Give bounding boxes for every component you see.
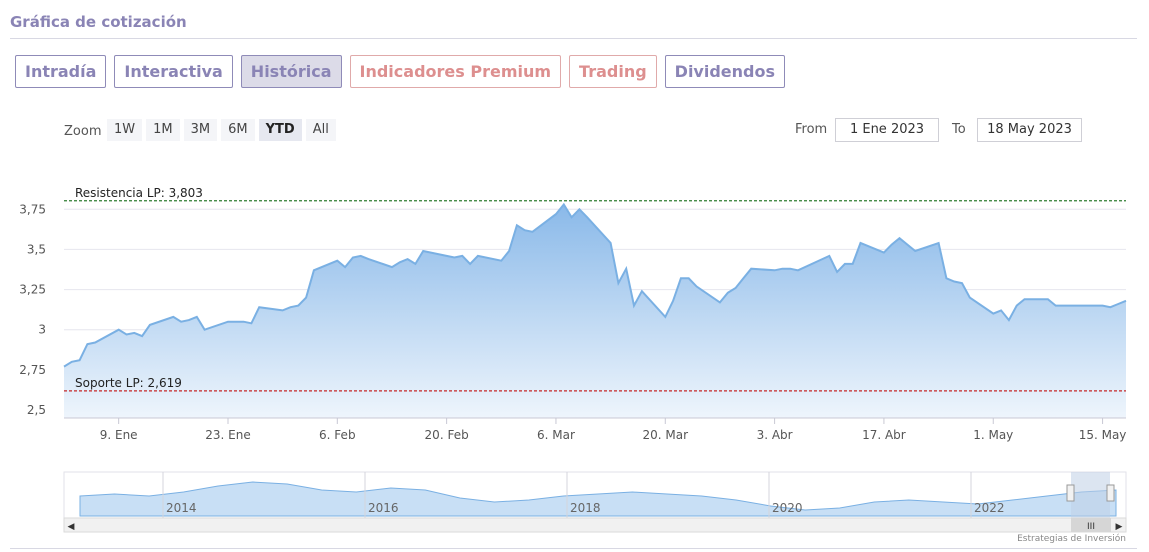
tab-historica[interactable]: Histórica (240, 55, 342, 88)
y-tick-label: 3,5 (27, 242, 46, 256)
y-axis: 2,5 2,75 3 3,25 3,5 3,75 (19, 202, 46, 417)
to-date-input[interactable]: 18 May 2023 (977, 118, 1082, 142)
navigator-area (79, 481, 1117, 517)
x-tick-label: 1. May (973, 428, 1013, 442)
navigator-year-label: 2018 (570, 501, 601, 515)
navigator-right-handle[interactable] (1106, 484, 1115, 502)
price-area (64, 204, 1126, 418)
zoom-all-button[interactable]: All (305, 119, 336, 141)
navigator-year-label: 2022 (974, 501, 1005, 515)
navigator-left-handle[interactable] (1066, 484, 1075, 502)
zoom-ytd-button[interactable]: YTD (258, 119, 302, 141)
y-tick-label: 3 (38, 323, 46, 337)
tab-intradia[interactable]: Intradía (15, 55, 107, 88)
y-tick-label: 2,5 (27, 403, 46, 417)
navigator-year-label: 2020 (772, 501, 803, 515)
price-line (63, 202, 1127, 368)
chart-tabs: Intradía Interactiva Histórica Indicador… (15, 55, 785, 88)
x-axis: 9. Ene 23. Ene 6. Feb 20. Feb 6. Mar 20. Mar 3… (64, 417, 1127, 442)
support-label: Soporte LP: 2,619 (75, 376, 182, 390)
resistance-label: Resistencia LP: 3,803 (75, 186, 203, 200)
scrollbar-grip-icon: III (1087, 522, 1095, 532)
tab-indicadores-premium[interactable]: Indicadores Premium (349, 55, 562, 88)
scrollbar-thumb[interactable] (1071, 518, 1111, 532)
tab-dividendos[interactable]: Dividendos (664, 55, 785, 88)
chart-credit: Estrategias de Inversión (1017, 534, 1126, 544)
zoom-1m-button[interactable]: 1M (146, 119, 180, 141)
navigator-selection[interactable] (1071, 472, 1110, 518)
from-date-input[interactable]: 1 Ene 2023 (835, 118, 939, 142)
x-tick-label: 15. May (1079, 428, 1127, 442)
chart-annotations: Resistencia LP: 3,803 Soporte LP: 2,619 (64, 186, 1126, 392)
navigator-years: 2014 2016 2018 2020 2022 (162, 472, 1005, 518)
x-tick-label: 6. Feb (319, 428, 356, 442)
navigator[interactable]: 2014 2016 2018 2020 2022 III ◀ ▶ (0, 468, 1149, 534)
x-tick-label: 20. Feb (425, 428, 469, 442)
bottom-divider (10, 548, 1137, 549)
chart-section-title: Gráfica de cotización (10, 13, 187, 31)
navigator-year-label: 2014 (166, 501, 197, 515)
x-tick-label: 3. Abr (757, 428, 793, 442)
y-tick-label: 2,75 (19, 363, 46, 377)
x-tick-label: 20. Mar (643, 428, 689, 442)
scroll-left-icon[interactable]: ◀ (68, 522, 75, 532)
title-divider (10, 38, 1137, 39)
scroll-right-icon[interactable]: ▶ (1116, 522, 1123, 532)
y-tick-label: 3,25 (19, 283, 46, 297)
tab-trading[interactable]: Trading (569, 55, 657, 88)
zoom-1w-button[interactable]: 1W (107, 119, 143, 141)
to-label: To (952, 122, 966, 137)
scrollbar-track[interactable] (63, 517, 1127, 533)
price-chart: Resistencia LP: 3,803 Soporte LP: 2,619 2… (19, 186, 1127, 442)
x-tick-label: 23. Ene (205, 428, 250, 442)
zoom-6m-button[interactable]: 6M (221, 119, 255, 141)
x-tick-label: 6. Mar (537, 428, 575, 442)
y-tick-label: 3,75 (19, 202, 46, 216)
x-tick-label: 17. Abr (862, 428, 906, 442)
tab-interactiva[interactable]: Interactiva (114, 55, 233, 88)
x-tick-label: 9. Ene (100, 428, 138, 442)
zoom-3m-button[interactable]: 3M (183, 119, 218, 141)
zoom-buttons: 1W 1M 3M 6M YTD All (107, 119, 336, 141)
zoom-label: Zoom (64, 124, 102, 139)
from-label: From (795, 122, 828, 137)
navigator-year-label: 2016 (368, 501, 399, 515)
